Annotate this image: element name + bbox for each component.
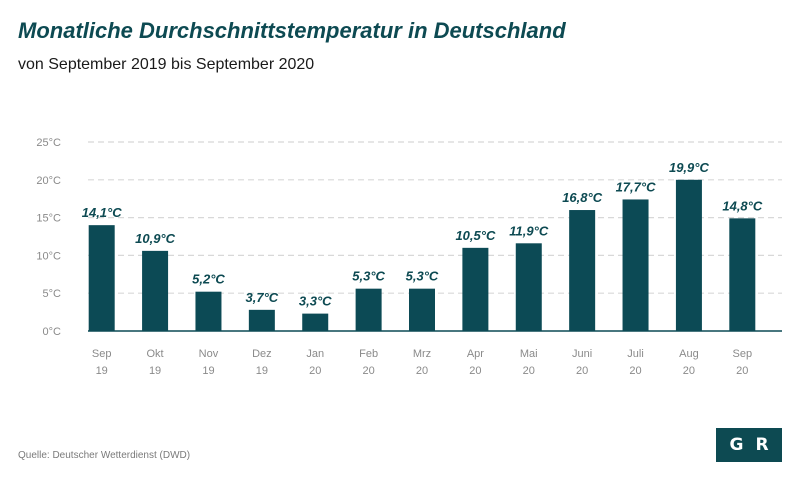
x-tick-year: 20	[736, 365, 748, 377]
y-tick-label: 0°C	[43, 326, 62, 338]
bar	[195, 291, 222, 331]
data-label: 11,9°C	[509, 223, 549, 238]
data-label: 3,3°C	[299, 294, 332, 309]
y-axis-ticks: 0°C 5°C 10°C 15°C 20°C 25°C	[36, 137, 61, 338]
x-tick-month: Jan	[306, 348, 324, 360]
bar	[409, 288, 435, 331]
bar	[462, 247, 489, 331]
x-tick-year: 20	[469, 365, 481, 377]
bars	[88, 179, 756, 331]
y-tick-label: 10°C	[36, 250, 61, 262]
bar	[302, 313, 329, 331]
data-label: 19,9°C	[669, 160, 710, 175]
x-tick-month: Feb	[359, 348, 378, 360]
x-tick-month: Dez	[252, 348, 272, 360]
chart-title: Monatliche Durchschnittstemperatur in De…	[18, 18, 566, 43]
x-tick-month: Mai	[520, 348, 538, 360]
x-tick-year: 19	[149, 365, 161, 377]
data-label: 5,3°C	[406, 269, 439, 284]
x-tick-year: 20	[683, 365, 695, 377]
bar	[569, 210, 596, 331]
x-tick-year: 19	[96, 365, 108, 377]
x-tick-month: Okt	[147, 348, 164, 360]
y-tick-label: 15°C	[36, 213, 61, 225]
bar	[355, 288, 382, 331]
x-tick-year: 20	[416, 365, 428, 377]
data-labels: 14,1°C 10,9°C 5,2°C 3,7°C 3,3°C 5,3°C 5,3°C 10,…	[82, 160, 763, 309]
bar	[729, 218, 756, 331]
data-label: 14,1°C	[82, 205, 123, 220]
x-tick-month: Juni	[572, 348, 592, 360]
x-tick-year: 20	[362, 365, 374, 377]
data-label: 17,7°C	[616, 179, 657, 194]
data-label: 14,8°C	[722, 198, 763, 213]
bar	[622, 199, 649, 331]
y-tick-label: 20°C	[36, 175, 61, 187]
source-note: Quelle: Deutscher Wetterdienst (DWD)	[18, 450, 191, 461]
y-tick-label: 5°C	[43, 288, 62, 300]
bar	[142, 250, 169, 331]
bar	[88, 225, 115, 331]
logo-letter-g: G	[729, 435, 744, 455]
x-tick-year: 19	[202, 365, 214, 377]
bar-chart: 0°C 5°C 10°C 15°C 20°C 25°C 14,1°C 10,9°C 5,2°C…	[36, 137, 782, 377]
bar	[675, 179, 702, 331]
x-tick-month: Sep	[733, 348, 753, 360]
bar	[248, 309, 275, 331]
data-label: 5,3°C	[352, 269, 385, 284]
x-tick-year: 19	[256, 365, 268, 377]
x-tick-month: Aug	[679, 348, 699, 360]
data-label: 16,8°C	[562, 190, 603, 205]
x-tick-year: 20	[576, 365, 588, 377]
x-tick-year: 20	[523, 365, 535, 377]
x-tick-month: Juli	[627, 348, 644, 360]
data-label: 10,5°C	[455, 228, 496, 243]
x-tick-month: Nov	[199, 348, 219, 360]
data-label: 5,2°C	[192, 272, 225, 287]
bar	[515, 243, 542, 331]
logo-letter-r: R	[755, 435, 769, 455]
x-tick-year: 20	[309, 365, 321, 377]
chart-subtitle: von September 2019 bis September 2020	[18, 56, 315, 73]
x-tick-month: Mrz	[413, 348, 431, 360]
logo: G R	[716, 428, 782, 462]
data-label: 10,9°C	[135, 231, 176, 246]
data-label: 3,7°C	[246, 290, 279, 305]
x-tick-month: Apr	[467, 348, 484, 360]
x-tick-year: 20	[629, 365, 641, 377]
x-tick-month: Sep	[92, 348, 112, 360]
y-tick-label: 25°C	[36, 137, 61, 149]
x-axis-ticks: Sep 19 Okt 19 Nov 19 Dez 19 Jan 20 Feb 20 Mrz 20 Apr 20…	[92, 348, 752, 377]
